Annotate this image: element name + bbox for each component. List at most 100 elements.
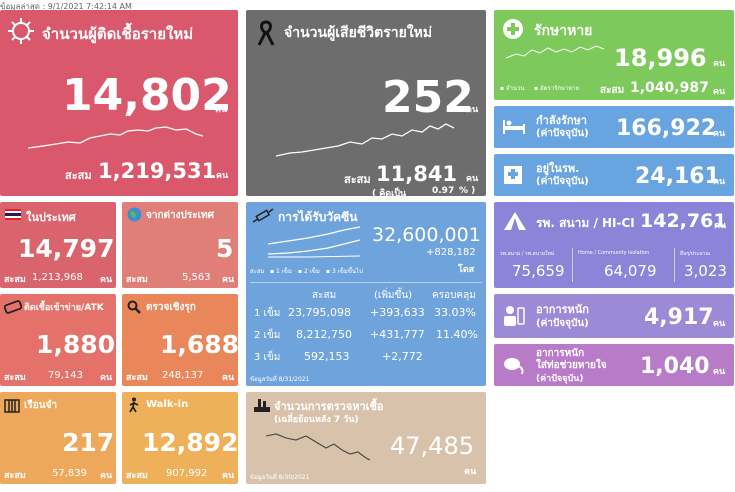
prison-cum-label: สะสม — [4, 471, 26, 481]
proactive-cum-unit: คน — [222, 373, 235, 383]
field-hospital-col2-label: Home / Community Isolation — [578, 250, 650, 256]
field-hospital-col1-label: รพ.สนาม / รพ.สนามใหม่ — [500, 251, 555, 257]
vaccine-row-dose: 2 เข็ม — [254, 330, 281, 341]
field-hospital-col2-value: 64,079 — [604, 262, 657, 280]
vaccine-header-cov: ครอบคลุม — [432, 290, 476, 301]
treating-sub: (ค่าปัจจุบัน) — [536, 128, 589, 139]
vaccine-header-inc: (เพิ่มขึ้น) — [374, 290, 413, 301]
vaccine-title: การได้รับวัคซีน — [278, 210, 358, 224]
recovered-legend-count-label: จำนวน — [505, 85, 525, 92]
prison-title: เรือนจำ — [24, 400, 58, 411]
new-cases-value: 14,802 — [62, 70, 232, 121]
recovered-value: 18,996 — [614, 44, 707, 72]
deaths-card: จำนวนผู้เสียชีวิตรายใหม่ 252 คน สะสม 11,… — [246, 10, 486, 196]
ventilator-value: 1,040 — [640, 354, 710, 379]
treating-title: กำลังรักษา — [536, 114, 587, 127]
new-cases-cum-label: สะสม — [65, 169, 92, 182]
deaths-ratio-suffix: % ) — [459, 186, 476, 196]
hospital-icon — [504, 166, 522, 184]
in-hospital-value: 24,161 — [635, 164, 720, 189]
walkin-value: 12,892 — [142, 428, 238, 457]
proactive-cum-label: สะสม — [126, 373, 148, 383]
domestic-cum-value: 1,213,968 — [32, 272, 83, 283]
treating-value: 166,922 — [616, 116, 717, 141]
recovered-cum-unit: คน — [713, 87, 726, 97]
prison-cum-value: 57,839 — [52, 468, 87, 479]
prison-cum-unit: คน — [100, 471, 113, 481]
in-hospital-sub: (ค่าปัจจุบัน) — [536, 176, 589, 187]
field-hospital-value: 142,761 — [640, 210, 727, 232]
atk-cum-label: สะสม — [4, 373, 26, 383]
field-hospital-divider — [674, 248, 675, 282]
proactive-cum-value: 248,137 — [162, 370, 204, 381]
field-hospital-card: รพ. สนาม / HI-CI 142,761 คน รพ.สนาม / รพ… — [494, 202, 734, 288]
recovered-card: รักษาหาย 18,996 คน ▪ จำนวน ▪ อัตรารักษาห… — [494, 10, 734, 100]
vaccine-legend-1: ▪ 1 เข็ม — [270, 268, 292, 275]
vaccine-row-cov: 11.40% — [436, 328, 478, 341]
deaths-cum-label: สะสม — [344, 173, 371, 186]
ventilator-icon — [504, 358, 524, 375]
new-cases-cum-value: 1,219,531 — [98, 159, 217, 183]
walkin-title: Walk-in — [146, 399, 189, 410]
recovered-trend-line — [506, 45, 605, 59]
vaccine-legend-1-label: 1 เข็ม — [275, 268, 292, 275]
ventilator-title: อาการหนัก — [536, 348, 585, 359]
imported-cum-label: สะสม — [126, 275, 148, 285]
new-cases-cum-unit: คน — [216, 171, 229, 181]
vaccine-divider — [250, 282, 482, 283]
tent-icon — [504, 212, 526, 230]
in-hospital-title: อยู่ในรพ. — [536, 162, 580, 175]
field-hospital-col1-value: 75,659 — [512, 262, 565, 280]
severe-title: อาการหนัก — [536, 303, 589, 316]
in-hospital-unit: คน — [713, 177, 726, 187]
treating-unit: คน — [713, 129, 726, 139]
syringe-icon — [252, 208, 274, 223]
deaths-ratio-label: ( คิดเป็น — [372, 189, 407, 196]
recovered-cum-label: สะสม — [600, 85, 625, 96]
ventilator-card: อาการหนัก ใส่ท่อช่วยหายใจ (ค่าปัจจุบัน) … — [494, 344, 734, 386]
new-cases-card: จำนวนผู้ติดเชื้อรายใหม่ 14,802 คน สะสม 1… — [0, 10, 238, 196]
proactive-card: ตรวจเชิงรุก 1,688 สะสม 248,137 คน — [122, 294, 238, 386]
vaccine-trend-chart — [268, 226, 360, 258]
vaccine-increase: +828,182 — [426, 247, 476, 258]
vaccine-date-note: ข้อมูลวันที่ 8/31/2021 — [250, 376, 310, 383]
test-kit-icon — [4, 300, 22, 314]
domestic-cum-unit: คน — [100, 275, 113, 285]
severe-unit: คน — [713, 319, 726, 329]
last-updated: ข้อมูลล่าสุด : 9/1/2021 7:42:14 AM — [0, 2, 132, 11]
imported-value: 5 — [216, 234, 234, 263]
deaths-ratio-value: 0.97 — [432, 186, 455, 196]
vaccine-row-inc: +2,772 — [382, 350, 423, 363]
domestic-card: ในประเทศ 14,797 สะสม 1,213,968 คน — [0, 202, 116, 288]
prison-card: เรือนจำ 217 สะสม 57,839 คน — [0, 392, 116, 484]
ventilator-sub: (ค่าปัจจุบัน) — [536, 374, 584, 384]
vaccine-legend-2-label: 2 เข็ม — [303, 268, 320, 275]
severe-value: 4,917 — [644, 305, 714, 330]
recovered-legend-rate-label: อัตรารักษาหาย — [539, 85, 580, 92]
ventilator-unit: คน — [713, 367, 726, 377]
domestic-title: ในประเทศ — [26, 211, 76, 224]
recovered-cum-value: 1,040,987 — [630, 80, 709, 96]
atk-cum-value: 79,143 — [48, 370, 83, 381]
deaths-trend-line — [276, 123, 455, 157]
magnifier-icon — [127, 300, 141, 314]
tests-title: จำนวนการตรวจหาเชื้อ — [274, 400, 384, 413]
atk-title: ติดเชื้อเข้าข่าย/ATK — [24, 303, 104, 313]
new-cases-title: จำนวนผู้ติดเชื้อรายใหม่ — [42, 25, 194, 43]
lab-test-icon — [254, 399, 270, 412]
walkin-cum-label: สะสม — [126, 471, 148, 481]
proactive-value: 1,688 — [160, 330, 238, 359]
new-cases-unit: คน — [215, 105, 228, 115]
recovered-unit: คน — [713, 59, 726, 69]
atk-card: ติดเชื้อเข้าข่าย/ATK 1,880 สะสม 79,143 ค… — [0, 294, 116, 386]
imported-card: จากต่างประเทศ 5 สะสม 5,563 คน — [122, 202, 238, 288]
walking-person-icon — [129, 397, 139, 413]
in-hospital-card: อยู่ในรพ. (ค่าปัจจุบัน) 24,161 คน — [494, 154, 734, 196]
vaccine-row-cum: 592,153 — [304, 350, 350, 363]
tests-date-note: ข้อมูลวันที่ 8/30/2021 — [250, 474, 310, 481]
deaths-cum-value: 11,841 — [376, 162, 458, 186]
vaccine-row-cum: 8,212,750 — [296, 328, 352, 341]
health-plus-icon — [503, 19, 523, 39]
field-hospital-col3-label: อื่นๆ/ประมาณ — [680, 251, 711, 257]
ventilator-title2: ใส่ท่อช่วยหายใจ — [536, 360, 607, 371]
